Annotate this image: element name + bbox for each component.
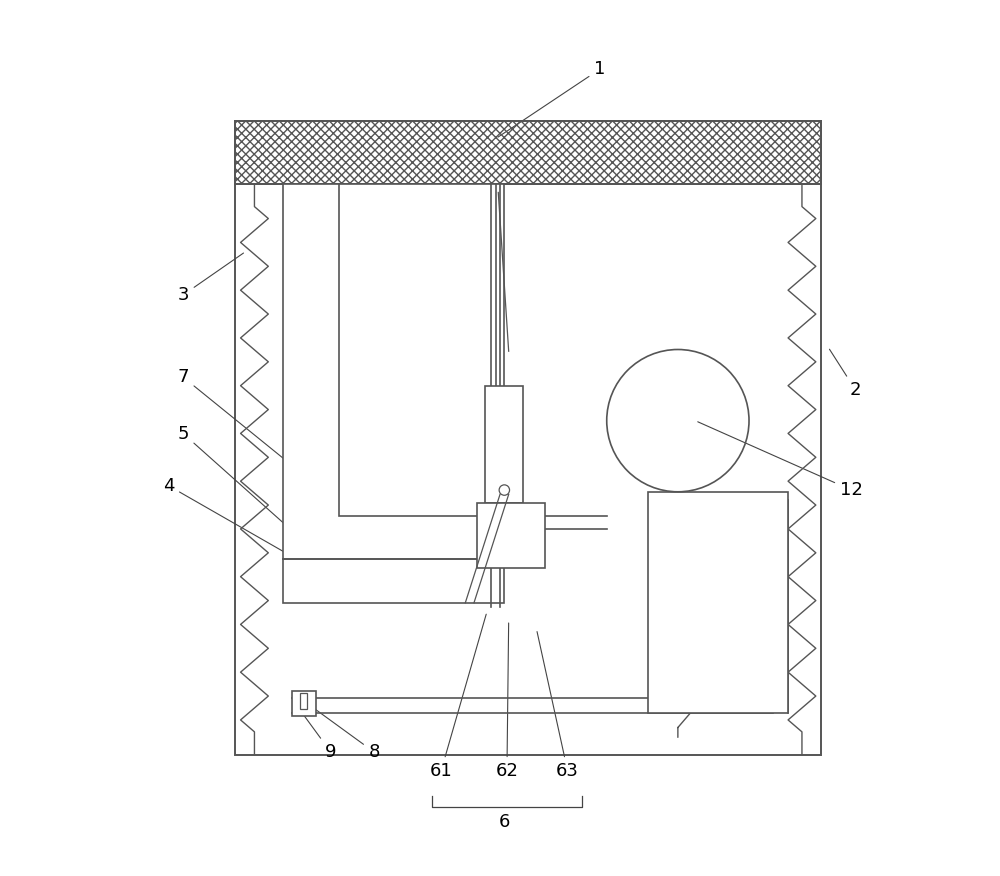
- Bar: [300, 693, 307, 709]
- Bar: [235, 121, 821, 184]
- Text: 9: 9: [297, 706, 337, 761]
- Circle shape: [499, 484, 510, 495]
- Bar: [477, 503, 545, 569]
- Text: 4: 4: [163, 477, 333, 580]
- Text: 61: 61: [430, 614, 486, 781]
- Text: 1: 1: [498, 60, 605, 138]
- Text: 3: 3: [178, 253, 243, 304]
- Text: 12: 12: [698, 421, 863, 499]
- Text: 5: 5: [178, 425, 342, 575]
- Text: 62: 62: [496, 623, 518, 781]
- Bar: [235, 121, 821, 755]
- Text: 6: 6: [499, 813, 510, 830]
- Bar: [648, 491, 788, 713]
- Bar: [485, 386, 523, 503]
- Bar: [292, 691, 316, 716]
- Text: 8: 8: [310, 705, 380, 761]
- Text: 7: 7: [178, 368, 342, 505]
- Bar: [339, 184, 496, 516]
- Text: 2: 2: [829, 350, 861, 399]
- Bar: [235, 121, 821, 184]
- Bar: [283, 184, 504, 603]
- Bar: [235, 121, 821, 184]
- Text: 63: 63: [537, 632, 579, 781]
